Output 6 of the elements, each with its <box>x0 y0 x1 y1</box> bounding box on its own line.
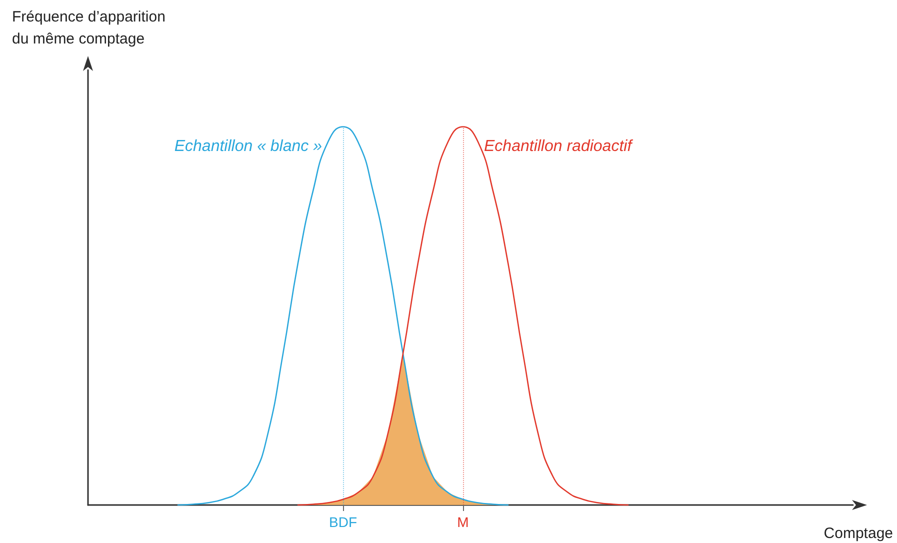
x-tick-label: M <box>457 514 469 530</box>
text: Fréquence d’apparition du même comptage <box>12 8 166 48</box>
x-axis-title: Comptage <box>824 525 894 542</box>
series-label: Echantillon « blanc » <box>174 138 322 156</box>
series-label: Echantillon radioactif <box>484 138 634 156</box>
x-tick-label: BDF <box>329 514 357 530</box>
